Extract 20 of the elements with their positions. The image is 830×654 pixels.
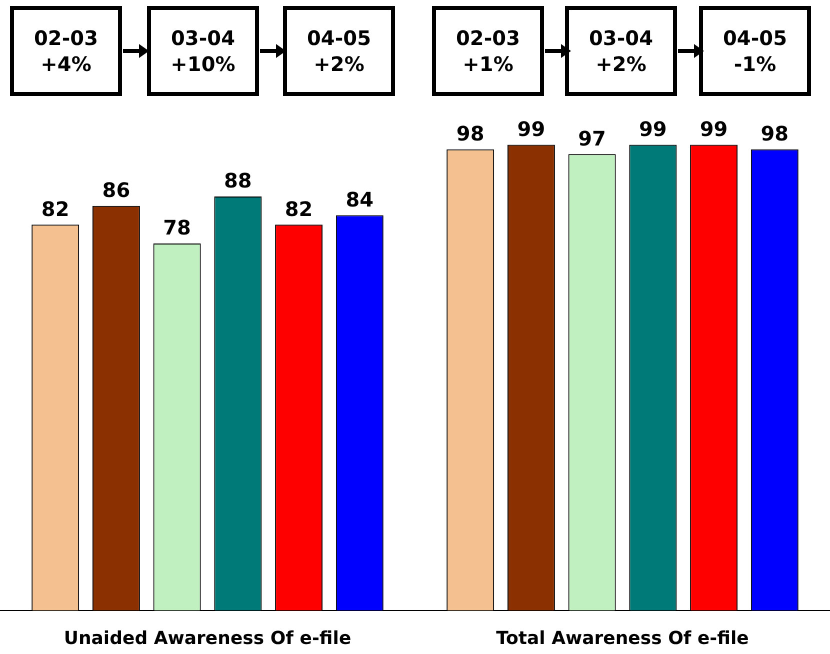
text: 04-05 -1% xyxy=(699,6,811,96)
data-label: 97 xyxy=(578,126,606,150)
data-label: 84 xyxy=(346,187,374,212)
data-label: 78 xyxy=(163,216,191,240)
text: 02-03 +1% xyxy=(432,6,544,96)
data-label: 99 xyxy=(639,116,667,141)
x-tick-label: Unaided Awareness Of e-file xyxy=(64,628,352,649)
data-label: 82 xyxy=(284,196,313,221)
data-label: 98 xyxy=(456,122,484,146)
text: 02-03 +4% xyxy=(10,6,122,96)
x-tick-label: Total Awareness Of e-file xyxy=(496,628,749,649)
data-label: 82 xyxy=(41,196,70,221)
data-label: 99 xyxy=(700,116,728,141)
text: 04-05 +2% xyxy=(283,6,395,96)
text: 03-04 +10% xyxy=(147,6,259,96)
text: 03-04 +2% xyxy=(565,6,677,96)
data-label: 86 xyxy=(102,178,130,202)
data-label: 99 xyxy=(517,116,546,141)
data-label: 88 xyxy=(224,168,252,193)
data-label: 98 xyxy=(760,122,789,146)
